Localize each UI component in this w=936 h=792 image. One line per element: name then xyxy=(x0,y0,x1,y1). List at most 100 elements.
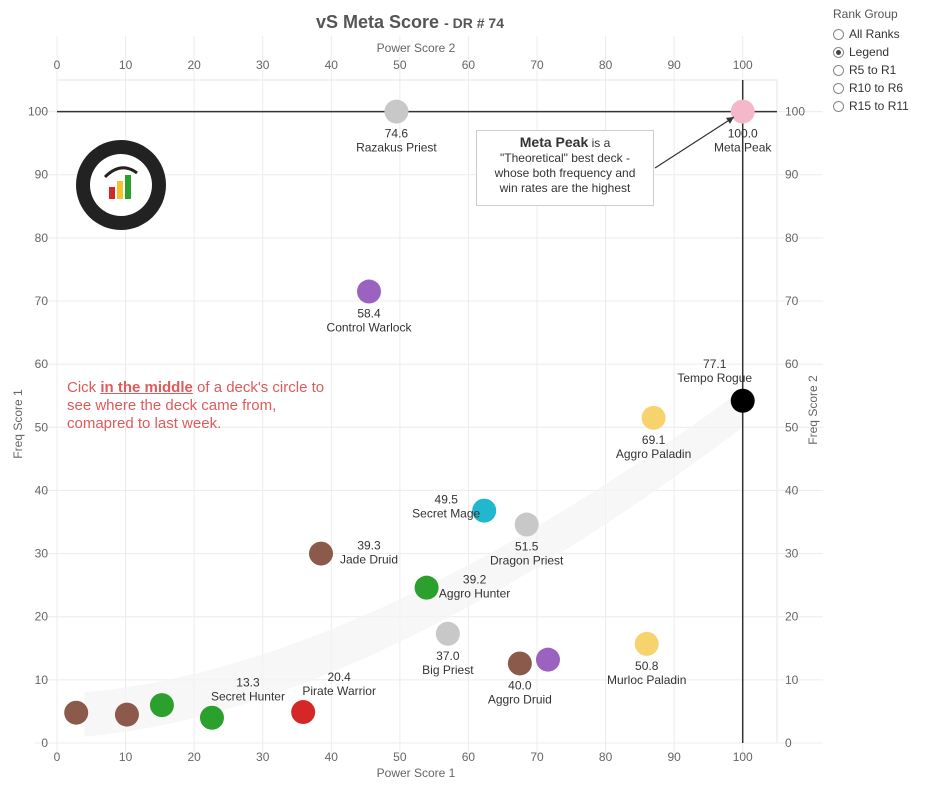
deck-name-label: Secret Hunter xyxy=(211,690,285,704)
deck-score-label: 50.8 xyxy=(635,659,659,673)
y-left-tick-label: 70 xyxy=(35,294,49,308)
x-bottom-tick-label: 70 xyxy=(530,750,544,764)
y-right-tick-label: 60 xyxy=(785,357,799,371)
y-left-tick-label: 60 xyxy=(35,357,49,371)
rank-group-title: Rank Group xyxy=(833,7,898,21)
deck-name-label: Pirate Warrior xyxy=(302,684,376,698)
rank-option-all-ranks[interactable]: All Ranks xyxy=(833,25,909,43)
y-right-tick-label: 30 xyxy=(785,547,799,561)
callout-text-3: whose both frequency and xyxy=(494,166,636,180)
rank-option-label: R10 to R6 xyxy=(849,81,904,95)
deck-score-label: 49.5 xyxy=(435,493,459,507)
deck-point[interactable] xyxy=(435,621,460,646)
deck-name-label: Dragon Priest xyxy=(490,554,564,568)
x-top-tick-label: 10 xyxy=(119,58,133,72)
y-left-tick-label: 0 xyxy=(41,736,48,750)
meta-peak-callout: Meta Peak is a "Theoretical" best deck -… xyxy=(476,130,654,206)
y-right-tick-label: 40 xyxy=(785,483,799,497)
deck-score-label: 37.0 xyxy=(436,649,460,663)
deck-name-label: Secret Mage xyxy=(412,507,480,521)
y-left-tick-label: 30 xyxy=(35,547,49,561)
radio-icon xyxy=(833,100,844,112)
y-right-tick-label: 50 xyxy=(785,420,799,434)
rank-option-label: All Ranks xyxy=(849,27,900,41)
radio-icon xyxy=(833,46,844,58)
deck-name-label: Murloc Paladin xyxy=(607,673,686,687)
y-left-tick-label: 80 xyxy=(35,231,49,245)
y-left-tick-label: 90 xyxy=(35,168,49,182)
deck-name-label: Meta Peak xyxy=(714,141,772,155)
x-bottom-tick-label: 100 xyxy=(733,750,753,764)
deck-point[interactable] xyxy=(472,498,497,523)
deck-point[interactable] xyxy=(507,651,532,676)
deck-score-label: 20.4 xyxy=(327,670,351,684)
y-left-tick-label: 100 xyxy=(28,105,48,119)
x-bottom-tick-label: 40 xyxy=(325,750,339,764)
deck-point[interactable] xyxy=(730,99,755,124)
x-bottom-tick-label: 60 xyxy=(462,750,476,764)
chart-title-main: vS Meta Score xyxy=(316,12,440,32)
deck-name-label: Razakus Priest xyxy=(356,141,437,155)
deck-name-label: Control Warlock xyxy=(327,321,413,335)
x-top-tick-label: 40 xyxy=(325,58,339,72)
callout-title: Meta Peak xyxy=(519,134,589,150)
y-left-axis-label: Freq Score 1 xyxy=(11,389,25,459)
deck-score-label: 69.1 xyxy=(642,433,666,447)
chart-title: vS Meta Score - DR # 74 xyxy=(316,12,504,32)
deck-point[interactable] xyxy=(149,693,174,718)
rank-option-r10-r6[interactable]: R10 to R6 xyxy=(833,79,909,97)
deck-point[interactable] xyxy=(64,700,89,725)
deck-name-label: Tempo Rogue xyxy=(677,371,752,385)
callout-text-1: is a xyxy=(588,136,611,150)
x-top-tick-label: 0 xyxy=(54,58,61,72)
x-top-tick-label: 80 xyxy=(599,58,613,72)
y-right-tick-label: 10 xyxy=(785,673,799,687)
deck-point[interactable] xyxy=(309,541,333,566)
rank-option-label: R15 to R11 xyxy=(849,99,909,113)
deck-point[interactable] xyxy=(641,405,666,430)
deck-point[interactable] xyxy=(535,647,560,672)
note-post: of a deck's circle to see where the deck… xyxy=(67,379,325,432)
y-right-axis-label: Freq Score 2 xyxy=(806,375,820,445)
trail-arrow xyxy=(84,389,743,737)
deck-point[interactable] xyxy=(514,512,539,537)
deck-point[interactable] xyxy=(730,388,755,413)
y-left-tick-label: 10 xyxy=(35,673,49,687)
chart-title-sub: DR # 74 xyxy=(452,15,504,31)
radio-icon xyxy=(833,28,844,40)
rank-option-legend[interactable]: Legend xyxy=(833,43,909,61)
rank-option-label: R5 to R1 xyxy=(849,63,897,77)
rank-option-r15-r11[interactable]: R15 to R11 xyxy=(833,97,909,115)
deck-point[interactable] xyxy=(357,279,381,304)
deck-point[interactable] xyxy=(199,705,224,730)
x-bottom-tick-label: 0 xyxy=(54,750,61,764)
y-right-tick-label: 90 xyxy=(785,168,799,182)
deck-point[interactable] xyxy=(634,631,659,656)
x-bottom-tick-label: 10 xyxy=(119,750,133,764)
y-right-tick-label: 100 xyxy=(785,105,805,119)
rank-option-label: Legend xyxy=(849,45,890,59)
rank-option-r5-r1[interactable]: R5 to R1 xyxy=(833,61,909,79)
x-bottom-axis-label: Power Score 1 xyxy=(377,766,456,780)
instruction-note: Cick in the middle of a deck's circle to… xyxy=(67,379,327,433)
y-right-tick-label: 70 xyxy=(785,294,799,308)
trail-shape xyxy=(84,389,743,737)
x-top-tick-label: 90 xyxy=(667,58,681,72)
deck-score-label: 74.6 xyxy=(385,127,409,141)
deck-score-label: 39.2 xyxy=(463,573,487,587)
deck-name-label: Aggro Druid xyxy=(488,692,552,706)
x-top-tick-label: 50 xyxy=(393,58,407,72)
deck-name-label: Big Priest xyxy=(422,663,474,677)
y-right-tick-label: 80 xyxy=(785,231,799,245)
radio-icon xyxy=(833,82,844,94)
deck-point[interactable] xyxy=(384,99,409,124)
rank-group-filter: Rank Group All Ranks Legend R5 to R1 R10… xyxy=(833,7,909,115)
deck-score-label: 13.3 xyxy=(236,676,260,690)
deck-point[interactable] xyxy=(414,575,439,600)
x-bottom-tick-label: 90 xyxy=(667,750,681,764)
deck-point[interactable] xyxy=(291,700,316,725)
deck-point[interactable] xyxy=(114,702,139,727)
x-top-tick-label: 70 xyxy=(530,58,544,72)
